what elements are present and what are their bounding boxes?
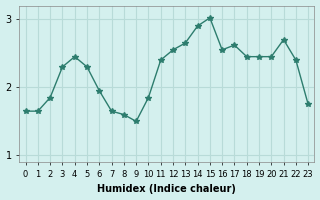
X-axis label: Humidex (Indice chaleur): Humidex (Indice chaleur) bbox=[97, 184, 236, 194]
